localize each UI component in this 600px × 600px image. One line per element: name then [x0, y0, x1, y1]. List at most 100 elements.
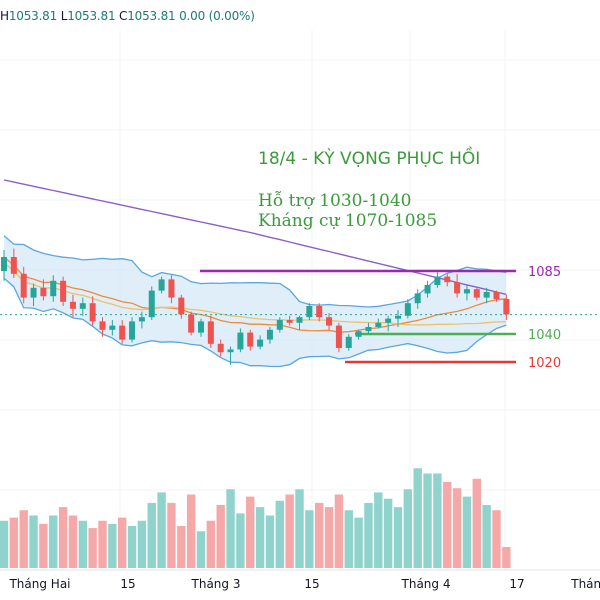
- candle-body: [89, 303, 96, 322]
- volume-bar: [49, 515, 58, 568]
- candle-body: [316, 306, 323, 318]
- candle-body: [50, 280, 57, 297]
- candle-body: [503, 299, 510, 315]
- support-resistance-lines: 1085 1040 1020: [200, 265, 561, 371]
- volume-bar: [275, 500, 284, 568]
- volume-bar: [206, 520, 216, 568]
- candle-body: [69, 301, 76, 309]
- volume-bar: [413, 468, 422, 568]
- volume-bar: [177, 526, 186, 568]
- axis-tick-label: Tháng 3: [191, 577, 241, 591]
- ma-orange-line: [3, 256, 507, 333]
- volume-bar: [324, 507, 334, 568]
- candle-body: [40, 287, 47, 297]
- moving-averages: [0, 179, 600, 333]
- candle-body: [335, 325, 342, 348]
- volume-bar: [295, 489, 304, 568]
- volume-bar: [0, 520, 9, 568]
- volume-bar: [255, 507, 265, 568]
- ma-yellow-line: [3, 262, 507, 326]
- candle-body: [266, 329, 273, 340]
- volume-bar: [58, 507, 68, 568]
- candle-body: [395, 315, 401, 319]
- candle-body: [326, 317, 333, 326]
- candle-body: [178, 297, 185, 315]
- volume-bar: [98, 520, 107, 568]
- annotation-support: Hỗ trợ 1030-1040: [258, 191, 412, 211]
- volume-bar: [364, 502, 373, 568]
- volume-bar: [19, 510, 28, 568]
- axis-tick-label: Tháng: [570, 577, 600, 591]
- band-upper-line: [3, 235, 507, 308]
- axis-tick-label: Tháng Hai: [8, 577, 70, 591]
- candle-body: [247, 332, 254, 347]
- axis-tick-label: 15: [304, 577, 319, 591]
- candle-body: [79, 303, 86, 309]
- candle-body: [60, 280, 67, 302]
- volume-bar: [423, 473, 432, 568]
- candle-body: [444, 276, 451, 283]
- volume-bar: [305, 510, 314, 568]
- axis-tick-label: 17: [509, 577, 524, 591]
- candle-body: [483, 292, 490, 298]
- candle-body: [257, 339, 264, 347]
- volume-bar: [265, 515, 275, 568]
- candle-body: [385, 318, 392, 323]
- candle-body: [168, 279, 175, 298]
- volume-bar: [472, 478, 481, 568]
- level-label-1020: 1020: [528, 356, 561, 371]
- volume-bar: [78, 520, 87, 568]
- candle-body: [158, 279, 165, 291]
- volume-bar: [443, 481, 452, 568]
- volume-bar: [334, 494, 344, 568]
- candle-body: [99, 321, 106, 330]
- volume-bar: [285, 494, 294, 568]
- candle-body: [345, 336, 352, 348]
- candle-body: [148, 290, 155, 318]
- volume-bar: [186, 494, 196, 568]
- level-label-1040: 1040: [528, 328, 561, 343]
- volume-bar: [137, 520, 147, 568]
- candle-body: [473, 289, 480, 298]
- change-value: 0.00 (0.00%): [179, 9, 255, 23]
- candle-body: [20, 273, 27, 298]
- candle-body: [217, 343, 224, 353]
- volume-bar: [502, 547, 511, 568]
- candle-body: [227, 349, 234, 353]
- candle-body: [375, 322, 382, 327]
- volume-bar: [452, 488, 462, 568]
- volume-bar: [393, 507, 403, 568]
- volume-bar: [246, 496, 255, 568]
- candle-body: [296, 317, 303, 323]
- volume-bar: [492, 510, 501, 568]
- ohlc-legend: H1053.81 L1053.81 C1053.81 0.00 (0.00%): [0, 9, 255, 23]
- candle-body: [1, 257, 7, 271]
- volume-bar: [88, 528, 97, 568]
- candle-body: [286, 320, 293, 323]
- close-value: 1053.81: [127, 9, 176, 23]
- volume-bar: [147, 502, 156, 568]
- volume-bar: [9, 517, 19, 568]
- volume-bar: [226, 489, 235, 568]
- ma-long-line: [3, 179, 507, 296]
- volume-bar: [433, 473, 442, 568]
- candle-body: [30, 287, 37, 298]
- candle-body: [424, 285, 431, 294]
- volume-bar: [167, 502, 176, 568]
- candle-body: [237, 332, 244, 350]
- candle-body: [119, 325, 126, 340]
- candle-body: [109, 325, 116, 330]
- annotation-resistance: Kháng cự 1070-1085: [258, 211, 438, 231]
- candlestick-series: [1, 248, 510, 365]
- volume-bar: [374, 492, 383, 568]
- volume-bar: [196, 531, 206, 568]
- volume-bar: [354, 517, 363, 568]
- volume-series: [0, 468, 511, 568]
- candle-body: [138, 317, 145, 322]
- candle-body: [463, 289, 470, 294]
- candle-body: [129, 321, 136, 340]
- candle-body: [404, 303, 411, 316]
- band-lower-line: [3, 277, 507, 368]
- candle-body: [10, 257, 17, 274]
